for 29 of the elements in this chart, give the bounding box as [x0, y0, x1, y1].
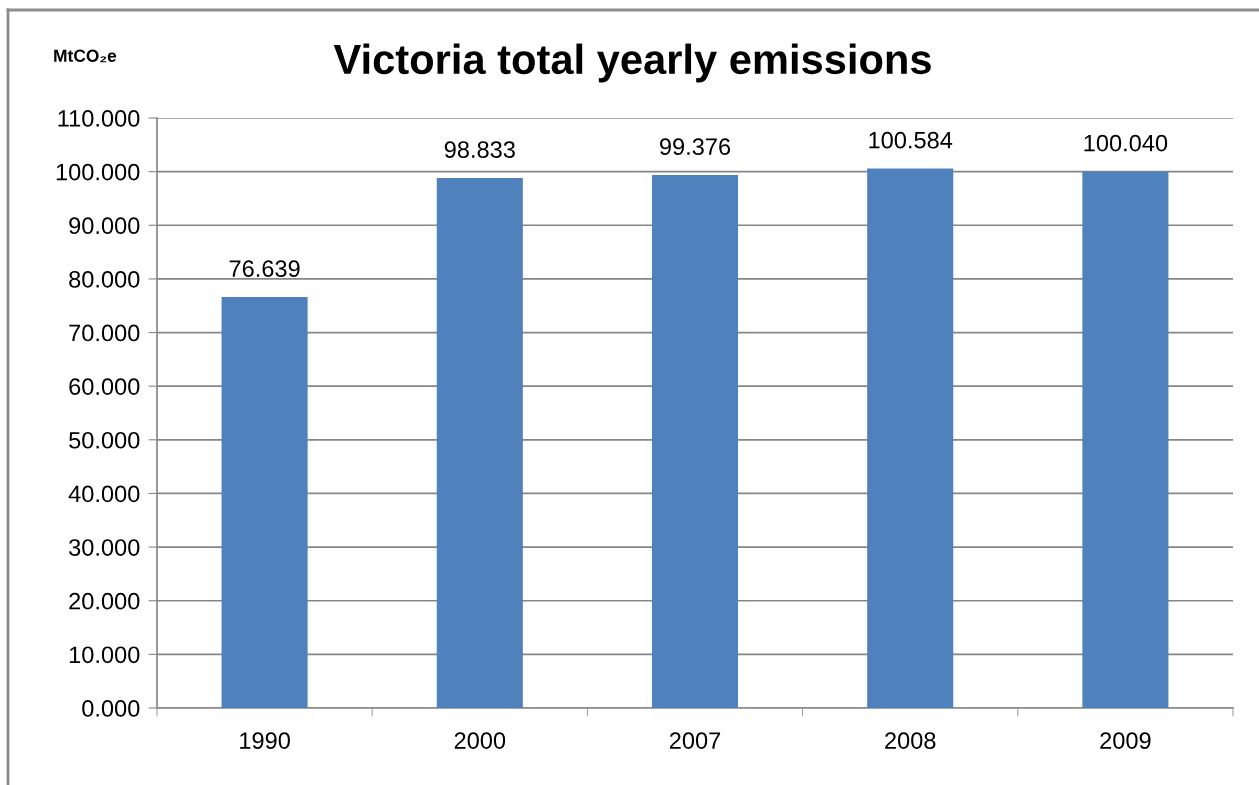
y-tick-label: 0.000	[82, 700, 140, 717]
data-label: 100.584	[869, 131, 953, 149]
x-tick-label: 1990	[240, 732, 290, 749]
bar	[221, 296, 308, 708]
y-tick-label: 10.000	[69, 646, 140, 664]
x-tick-label: 2009	[1100, 732, 1151, 749]
data-label: 98.833	[444, 141, 515, 158]
y-tick-label: 20.000	[69, 592, 140, 610]
y-tick-label: 50.000	[69, 431, 140, 449]
chart-title: Victoria total yearly emissions	[333, 43, 931, 83]
y-tick-label: 60.000	[69, 378, 140, 395]
bar	[436, 177, 523, 708]
bar	[867, 168, 954, 708]
x-tick-label: 2000	[454, 732, 506, 749]
y-tick-label: 80.000	[69, 270, 140, 288]
y-tick-label: 110.000	[58, 110, 140, 127]
data-label: 99.376	[660, 138, 731, 156]
data-label: 76.639	[229, 260, 300, 277]
bar	[651, 174, 739, 708]
y-tick-label: 100.000	[56, 163, 140, 181]
data-label: 100.040	[1084, 134, 1168, 152]
y-tick-label: 40.000	[68, 485, 140, 503]
y-axis-title: MtCO₂e	[54, 49, 117, 63]
bar	[1082, 171, 1169, 708]
y-tick-label: 30.000	[69, 539, 140, 556]
y-tick-label: 90.000	[69, 217, 140, 235]
y-tick-label: 70.000	[69, 324, 140, 342]
x-tick-label: 2007	[669, 732, 721, 749]
x-tick-label: 2008	[885, 732, 936, 749]
